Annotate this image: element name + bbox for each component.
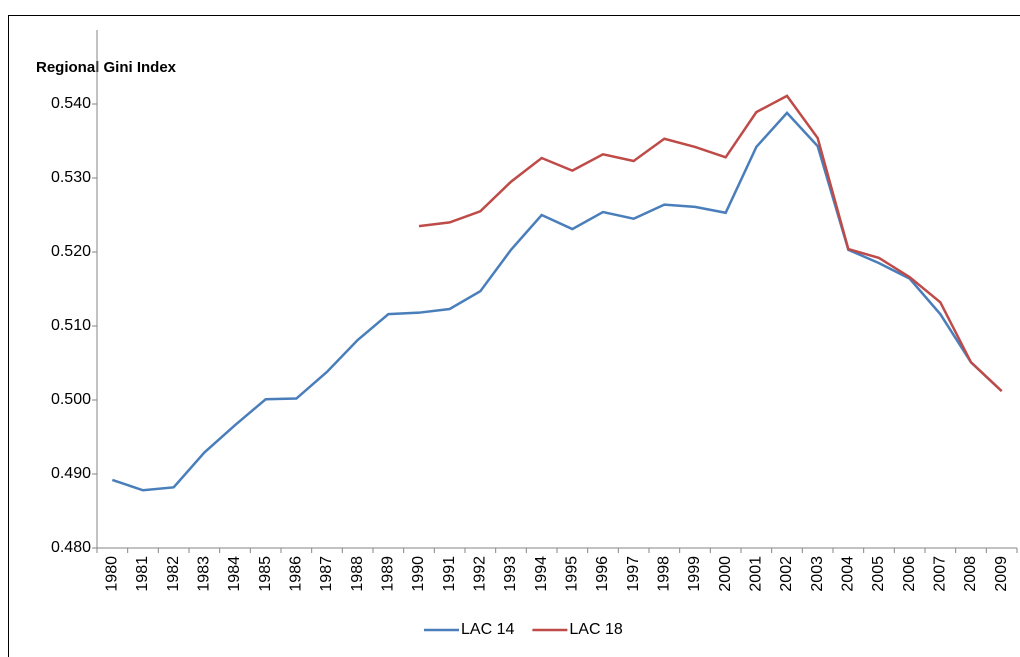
x-tick-label: 1994	[533, 556, 550, 592]
x-tick-label: 2006	[901, 556, 918, 592]
x-tick-label: 1985	[257, 556, 274, 592]
y-tick-label: 0.510	[51, 317, 91, 334]
x-tick-label: 2002	[778, 556, 795, 592]
x-tick-label: 2007	[932, 556, 949, 592]
x-tick-label: 1983	[196, 556, 213, 592]
chart-frame	[8, 15, 1020, 657]
x-tick-label: 1981	[134, 556, 151, 592]
series-line	[111, 111, 1003, 492]
x-tick-label: 1993	[502, 556, 519, 592]
x-tick-label: 1989	[380, 556, 397, 592]
y-tick-label: 0.490	[51, 465, 91, 482]
x-tick-label: 2000	[717, 556, 734, 592]
x-tick-label: 1991	[441, 556, 458, 592]
x-tick-label: 1987	[318, 556, 335, 592]
legend-label: LAC 18	[569, 621, 622, 638]
x-tick-label: 1997	[625, 556, 642, 592]
x-tick-label: 1980	[104, 556, 121, 592]
series-line	[418, 94, 1003, 393]
y-tick-label: 0.480	[51, 539, 91, 556]
x-tick-label: 2009	[993, 556, 1010, 592]
x-tick-label: 2005	[870, 556, 887, 592]
x-tick-label: 1990	[410, 556, 427, 592]
legend-label: LAC 14	[461, 621, 514, 638]
x-tick-label: 1988	[349, 556, 366, 592]
x-tick-label: 1984	[226, 556, 243, 592]
x-tick-label: 2001	[748, 556, 765, 592]
x-tick-label: 1995	[564, 556, 581, 592]
x-tick-label: 1999	[686, 556, 703, 592]
x-tick-label: 2003	[809, 556, 826, 592]
x-tick-label: 1982	[165, 556, 182, 592]
y-tick-label: 0.500	[51, 391, 91, 408]
x-tick-label: 1998	[656, 556, 673, 592]
x-tick-label: 2008	[962, 556, 979, 592]
chart-title: Regional Gini Index	[36, 59, 177, 76]
y-tick-label: 0.540	[51, 95, 91, 112]
y-tick-label: 0.530	[51, 169, 91, 186]
x-tick-label: 1996	[594, 556, 611, 592]
y-tick-label: 0.520	[51, 243, 91, 260]
x-tick-label: 2004	[840, 556, 857, 592]
x-tick-label: 1992	[472, 556, 489, 592]
x-tick-label: 1986	[288, 556, 305, 592]
